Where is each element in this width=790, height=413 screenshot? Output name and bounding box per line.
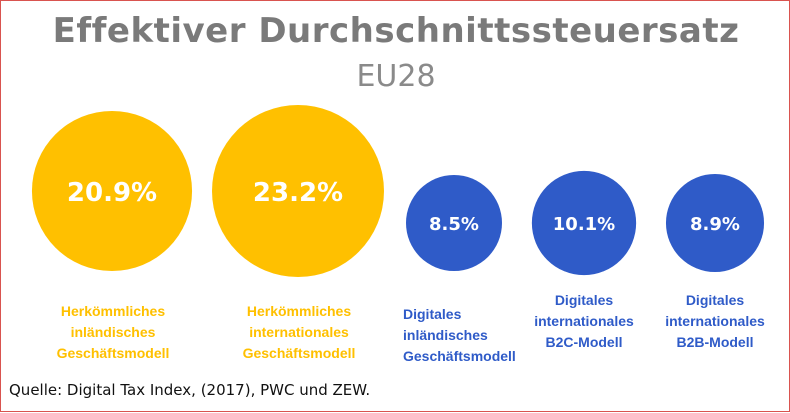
category-label-3: Digitales inländisches Geschäftsmodell — [403, 304, 553, 367]
category-label-line: Herkömmliches — [246, 303, 352, 319]
bubble-value-label: 10.1% — [553, 214, 615, 235]
category-label-line: inländisches — [403, 327, 488, 343]
source-note: Quelle: Digital Tax Index, (2017), PWC u… — [9, 381, 371, 399]
bubble-2 — [212, 105, 384, 277]
bubble-value-label: 8.5% — [429, 214, 479, 235]
bubble-3 — [406, 175, 502, 271]
category-label-line: inländisches — [70, 324, 156, 340]
category-label-5: Digitales internationales B2B-Modell — [640, 290, 790, 353]
category-label-line: Geschäftsmodell — [403, 348, 516, 364]
category-label-4: Digitales internationales B2C-Modell — [509, 290, 659, 353]
bubble-value-label: 20.9% — [67, 178, 157, 208]
category-label-line: Herkömmliches — [60, 303, 166, 319]
category-label-line: Digitales — [554, 292, 614, 308]
category-label-2: Herkömmliches internationales Geschäftsmod… — [224, 301, 374, 364]
category-label-1: Herkömmliches inländisches Geschäftsmodell — [38, 301, 188, 364]
bubble-value-label: 23.2% — [253, 178, 343, 208]
category-label-line: B2C-Modell — [545, 334, 623, 350]
category-label-line: internationales — [534, 313, 634, 329]
category-label-line: B2B-Modell — [676, 334, 754, 350]
chart-title: Effektiver Durchschnittssteuersatz — [52, 11, 740, 51]
category-label-line: internationales — [249, 324, 349, 340]
category-label-line: Geschäftsmodell — [56, 345, 170, 361]
bubble-1 — [31, 110, 193, 272]
category-label-line: Geschäftsmodell — [242, 345, 356, 361]
category-label-line: Digitales — [403, 306, 462, 322]
category-label-line: Digitales — [685, 292, 745, 308]
bubble-4 — [531, 170, 637, 276]
bubble-value-label: 8.9% — [690, 214, 740, 235]
chart-subtitle: EU28 — [356, 59, 436, 94]
bubble-5 — [665, 173, 765, 273]
category-label-line: internationales — [665, 313, 765, 329]
